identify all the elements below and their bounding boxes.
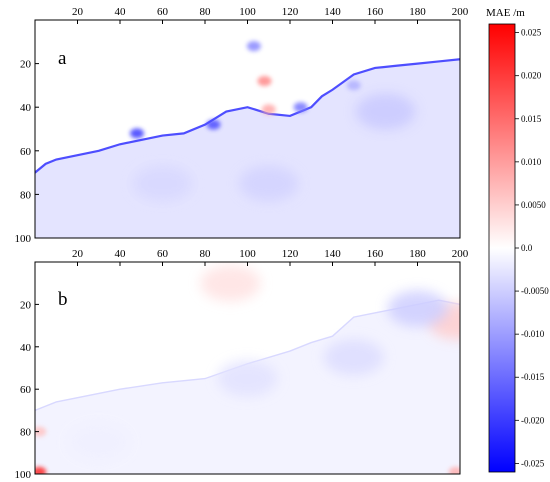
y-tick-label: 80: [20, 427, 32, 439]
y-tick-label: 20: [20, 299, 32, 311]
x-tick-label: 80: [200, 6, 212, 18]
y-tick-label: 20: [20, 59, 32, 71]
colorbar-gradient: [488, 23, 516, 473]
x-tick-label: 100: [239, 6, 256, 18]
heatmap-field-b: [35, 262, 460, 474]
error-blob: [130, 128, 144, 139]
colorbar-tick-label: 0.015: [521, 114, 542, 124]
y-tick-label: 100: [15, 233, 32, 245]
error-blob: [261, 104, 276, 115]
error-blob: [346, 80, 361, 91]
colorbar-tick-label: -0.015: [521, 372, 545, 382]
panel-label: b: [58, 289, 68, 310]
error-blob: [132, 165, 193, 202]
error-blob: [35, 466, 47, 474]
colorbar: MAE /m 0.025 0.020 0.015 0.010 0.0050 0.0 -0.0…: [486, 7, 549, 473]
y-tick-label: 80: [20, 189, 32, 201]
error-blob: [387, 290, 448, 327]
panel-b: 20 40 60 80 100 120 140 160 180 200 20 40 60 80 100 b: [15, 248, 469, 481]
error-blob: [35, 426, 47, 437]
error-blob: [217, 360, 278, 397]
x-tick-label: 40: [115, 248, 127, 260]
error-blob: [206, 119, 221, 130]
x-tick-label: 160: [367, 6, 384, 18]
error-blob: [355, 93, 416, 130]
panel-label: a: [58, 48, 67, 69]
x-tick-label: 180: [409, 248, 426, 260]
x-tick-label: 120: [282, 6, 299, 18]
y-tick-label: 40: [20, 102, 32, 114]
x-tick-label: 140: [324, 248, 341, 260]
error-blob: [246, 41, 261, 52]
error-blob: [323, 339, 384, 376]
error-blob: [68, 424, 129, 461]
x-tick-label: 200: [452, 248, 469, 260]
heatmap-field-a: [35, 20, 460, 238]
colorbar-tick-label: -0.020: [521, 415, 545, 425]
x-tick-label: 140: [324, 6, 341, 18]
error-blob: [293, 102, 308, 113]
colorbar-tick-label: 0.0050: [521, 200, 546, 210]
colorbar-title: MAE /m: [486, 7, 525, 19]
y-tick-label: 60: [20, 146, 32, 158]
x-tick-label: 60: [157, 248, 169, 260]
x-tick-label: 100: [239, 248, 256, 260]
x-tick-label: 60: [157, 6, 169, 18]
x-tick-label: 40: [115, 6, 127, 18]
colorbar-tick-label: 0.025: [521, 28, 542, 38]
error-blob: [200, 265, 261, 302]
error-blob: [257, 76, 272, 87]
colorbar-tick-label: -0.010: [521, 329, 545, 339]
x-tick-label: 20: [72, 6, 84, 18]
colorbar-tick-label: 0.020: [521, 71, 542, 81]
x-tick-label: 200: [452, 6, 469, 18]
colorbar-tick-label: -0.0050: [521, 286, 549, 296]
error-blob: [238, 165, 299, 202]
colorbar-tick-label: -0.025: [521, 458, 545, 468]
surface-edge: [35, 58, 460, 174]
x-tick-label: 160: [367, 248, 384, 260]
x-tick-label: 180: [409, 6, 426, 18]
error-blob: [448, 466, 460, 474]
x-tick-label: 20: [72, 248, 84, 260]
colorbar-tick-label: 0.010: [521, 157, 542, 167]
y-tick-label: 100: [15, 469, 32, 481]
x-tick-label: 120: [282, 248, 299, 260]
y-tick-label: 40: [20, 342, 32, 354]
panel-a: 20 40 60 80 100 120 140 160 180 200 20 40 60 80 100 a: [15, 6, 469, 245]
colorbar-ticks: 0.025 0.020 0.015 0.010 0.0050 0.0 -0.0050 -0.0…: [515, 28, 549, 468]
colorbar-tick-label: 0.0: [521, 243, 533, 253]
y-tick-label: 60: [20, 384, 32, 396]
x-tick-label: 80: [200, 248, 212, 260]
